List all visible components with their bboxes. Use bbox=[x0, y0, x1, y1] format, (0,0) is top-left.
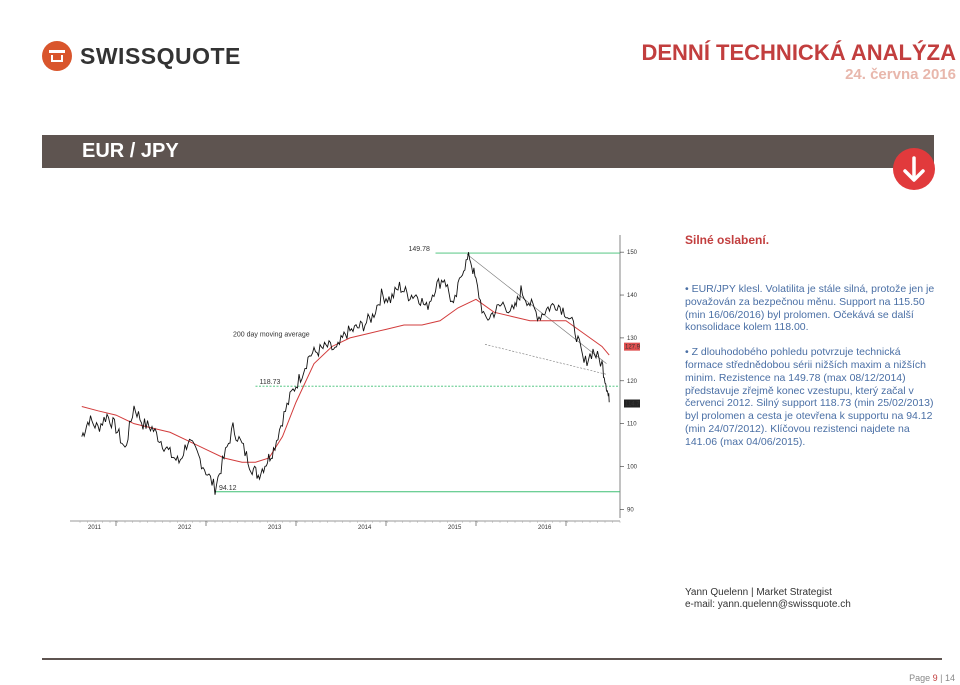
bullet-long-term: • Z dlouhodobého pohledu potvrzuje techn… bbox=[685, 346, 934, 448]
page-separator: | bbox=[937, 673, 945, 683]
swissquote-logo-icon bbox=[42, 41, 72, 71]
price-tag-label-114.70: 114.70 bbox=[625, 402, 640, 408]
y-tick-label: 120 bbox=[627, 379, 638, 385]
bearish-signal bbox=[893, 148, 935, 190]
price-line bbox=[81, 252, 610, 495]
price-tag-114.70 bbox=[624, 399, 640, 408]
page-label: Page bbox=[909, 673, 933, 683]
author-name: Yann Quelenn | Market Strategist bbox=[685, 587, 832, 598]
y-tick-label: 130 bbox=[627, 336, 638, 342]
trendline bbox=[466, 254, 607, 364]
x-tick-label: 2013 bbox=[268, 525, 282, 531]
author-email[interactable]: e-mail: yann.quelenn@swissquote.ch bbox=[685, 599, 851, 610]
arrow-down-icon bbox=[903, 156, 925, 182]
y-tick-label: 100 bbox=[627, 465, 638, 471]
x-tick-label: 2016 bbox=[538, 525, 552, 531]
page-total: 14 bbox=[944, 673, 955, 683]
moving-average-line bbox=[81, 298, 610, 463]
brand-name: SWISSQUOTE bbox=[80, 42, 241, 69]
report-date: 24. června 2016 bbox=[845, 66, 956, 83]
x-tick-label: 2015 bbox=[448, 525, 462, 531]
currency-pair-title: EUR / JPY bbox=[82, 140, 179, 162]
price-tag-label-127.96: 127.96 bbox=[625, 345, 640, 351]
x-tick-label: 2014 bbox=[358, 525, 372, 531]
author-block: Yann Quelenn | Market Strategist e-mail:… bbox=[685, 587, 851, 611]
swissquote-logo: SWISSQUOTE bbox=[42, 41, 241, 71]
pair-banner: EUR / JPY bbox=[42, 135, 934, 168]
level-label-149.78: 149.78 bbox=[409, 246, 431, 253]
y-tick-label: 150 bbox=[627, 250, 638, 256]
page-number: Page 9 | 14 bbox=[909, 673, 955, 683]
page-title: DENNÍ TECHNICKÁ ANALÝZA bbox=[641, 40, 956, 65]
x-tick-label: 2012 bbox=[178, 525, 192, 531]
analysis-headline: Silné oslabení. bbox=[685, 233, 770, 247]
bullet-long-term-text: Z dlouhodobého pohledu potvrzuje technic… bbox=[685, 346, 934, 448]
level-label-118.73: 118.73 bbox=[260, 379, 281, 386]
moving-average-label: 200 day moving average bbox=[233, 332, 310, 339]
y-tick-label: 140 bbox=[627, 293, 638, 299]
level-label-94.12: 94.12 bbox=[219, 485, 237, 492]
analysis-bullets: • EUR/JPY klesl. Volatilita je stále sil… bbox=[685, 283, 940, 461]
y-tick-label: 110 bbox=[627, 422, 637, 428]
eurjpy-price-chart: 150 140 130 120 110 100 90 2011 2012 2013 2014 2015… bbox=[70, 235, 640, 531]
footer-divider bbox=[42, 658, 942, 660]
x-tick-label: 2011 bbox=[88, 525, 102, 531]
page-current: 9 bbox=[932, 673, 938, 683]
bullet-short-term: • EUR/JPY klesl. Volatilita je stále sil… bbox=[685, 283, 935, 334]
price-tag-127.96 bbox=[624, 342, 640, 351]
y-tick-label: 90 bbox=[627, 507, 634, 513]
bullet-short-term-text: EUR/JPY klesl. Volatilita je stále silná… bbox=[685, 283, 935, 334]
